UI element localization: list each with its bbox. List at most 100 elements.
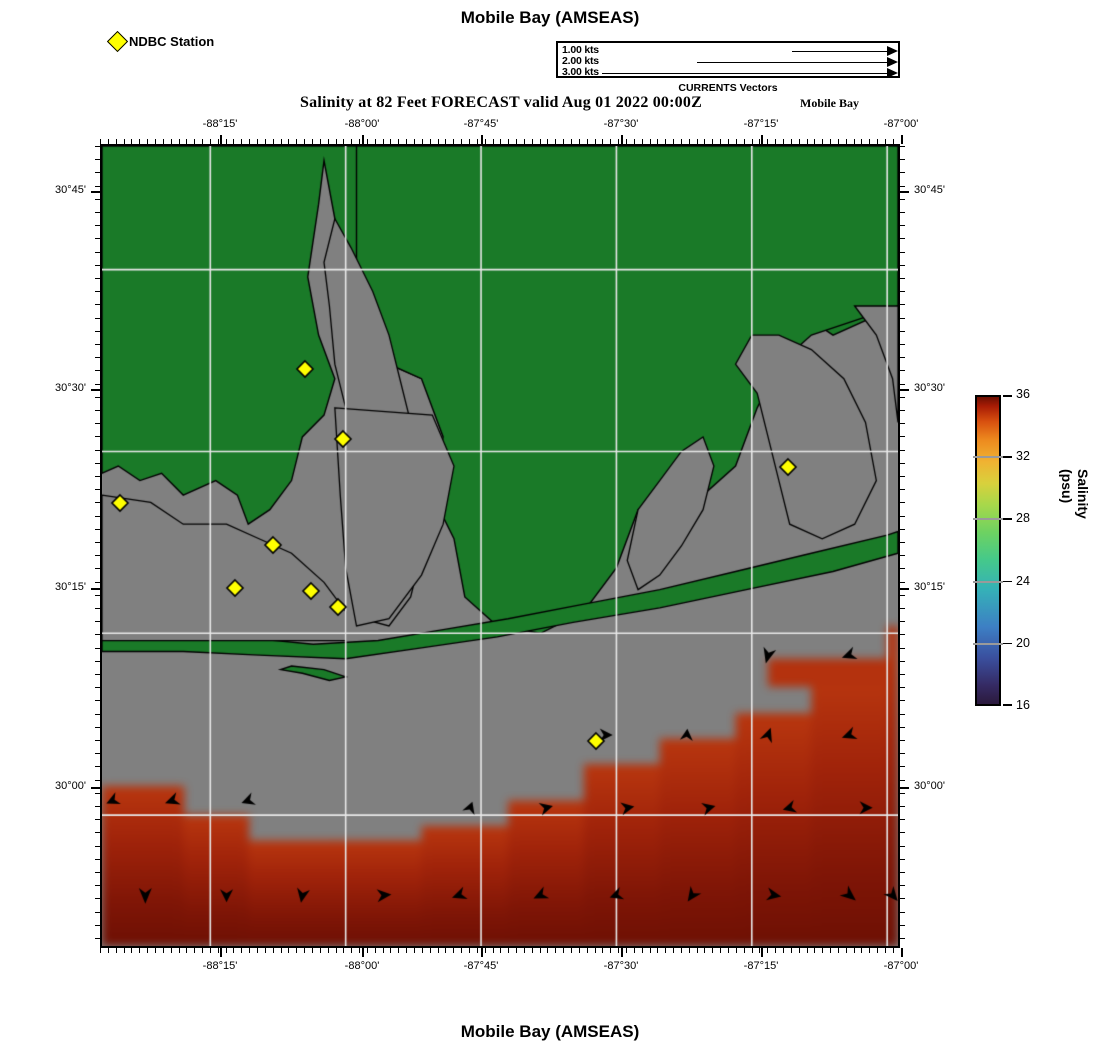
axis-tick <box>95 766 100 767</box>
axis-tick <box>783 139 784 144</box>
axis-tick <box>547 139 548 144</box>
axis-tick <box>296 139 297 144</box>
axis-tick <box>681 139 682 144</box>
axis-tick <box>712 139 713 144</box>
axis-tick <box>516 948 517 953</box>
axis-tick <box>155 139 156 144</box>
axis-tick <box>257 139 258 144</box>
axis-tick <box>900 727 905 728</box>
axis-major-tick <box>621 135 623 144</box>
axis-tick <box>95 278 100 279</box>
axis-tick <box>900 806 905 807</box>
axis-tick <box>673 139 674 144</box>
axis-tick <box>95 489 100 490</box>
axis-tick <box>390 139 391 144</box>
axis-tick <box>210 948 211 953</box>
axis-tick <box>900 674 905 675</box>
map-canvas[interactable] <box>102 146 898 946</box>
axis-tick <box>95 648 100 649</box>
colorbar-tick <box>1003 581 1012 583</box>
axis-tick <box>95 423 100 424</box>
axis-tick <box>95 516 100 517</box>
axis-tick <box>610 948 611 953</box>
axis-tick <box>900 384 905 385</box>
axis-tick <box>95 714 100 715</box>
axis-major-tick <box>900 787 909 789</box>
colorbar-gridline <box>973 518 1003 520</box>
axis-x-label: -87°15' <box>731 118 791 130</box>
axis-major-tick <box>901 135 903 144</box>
axis-tick <box>728 139 729 144</box>
axis-tick <box>900 687 905 688</box>
colorbar-tick <box>1003 704 1012 706</box>
axis-tick <box>241 139 242 144</box>
axis-tick <box>900 938 905 939</box>
axis-tick <box>900 265 905 266</box>
axis-tick <box>540 139 541 144</box>
axis-tick <box>139 139 140 144</box>
axis-tick <box>587 139 588 144</box>
axis-tick <box>163 139 164 144</box>
axis-tick <box>95 476 100 477</box>
axis-tick <box>95 502 100 503</box>
map-plot-area[interactable] <box>100 144 900 948</box>
axis-tick <box>453 139 454 144</box>
axis-x-label: -87°30' <box>591 118 651 130</box>
axis-tick <box>877 948 878 953</box>
axis-tick <box>95 582 100 583</box>
axis-tick <box>563 139 564 144</box>
axis-tick <box>752 139 753 144</box>
axis-x-label: -87°45' <box>451 118 511 130</box>
axis-tick <box>131 139 132 144</box>
axis-tick <box>563 948 564 953</box>
axis-tick <box>516 139 517 144</box>
axis-tick <box>532 139 533 144</box>
axis-tick <box>95 938 100 939</box>
axis-major-tick <box>362 135 364 144</box>
axis-tick <box>885 139 886 144</box>
axis-tick <box>830 948 831 953</box>
axis-tick <box>320 948 321 953</box>
axis-tick <box>124 139 125 144</box>
axis-tick <box>665 948 666 953</box>
axis-tick <box>900 476 905 477</box>
colorbar-tick-label: 20 <box>1016 636 1030 650</box>
axis-tick <box>116 139 117 144</box>
axis-major-tick <box>901 948 903 957</box>
axis-tick <box>900 608 905 609</box>
axis-tick <box>171 139 172 144</box>
axis-tick <box>95 793 100 794</box>
axis-tick <box>900 661 905 662</box>
axis-tick <box>95 318 100 319</box>
axis-tick <box>657 139 658 144</box>
colorbar-gridline <box>973 456 1003 458</box>
axis-tick <box>95 832 100 833</box>
axis-tick <box>218 948 219 953</box>
axis-x-label: -87°30' <box>591 960 651 972</box>
axis-tick <box>171 948 172 953</box>
axis-tick <box>288 139 289 144</box>
axis-tick <box>124 948 125 953</box>
axis-tick <box>799 139 800 144</box>
axis-tick <box>900 397 905 398</box>
vector-legend-shaft-2 <box>697 62 887 63</box>
axis-tick <box>95 331 100 332</box>
colorbar-tick-label: 28 <box>1016 511 1030 525</box>
axis-tick <box>900 912 905 913</box>
axis-tick <box>179 139 180 144</box>
axis-tick <box>626 139 627 144</box>
axis-tick <box>900 370 905 371</box>
axis-tick <box>900 793 905 794</box>
axis-major-tick <box>362 948 364 957</box>
axis-tick <box>202 139 203 144</box>
axis-tick <box>767 139 768 144</box>
axis-tick <box>95 252 100 253</box>
axis-tick <box>900 648 905 649</box>
axis-tick <box>95 621 100 622</box>
axis-tick <box>95 568 100 569</box>
axis-tick <box>767 948 768 953</box>
axis-tick <box>900 766 905 767</box>
axis-tick <box>571 948 572 953</box>
axis-tick <box>736 139 737 144</box>
axis-tick <box>900 357 905 358</box>
